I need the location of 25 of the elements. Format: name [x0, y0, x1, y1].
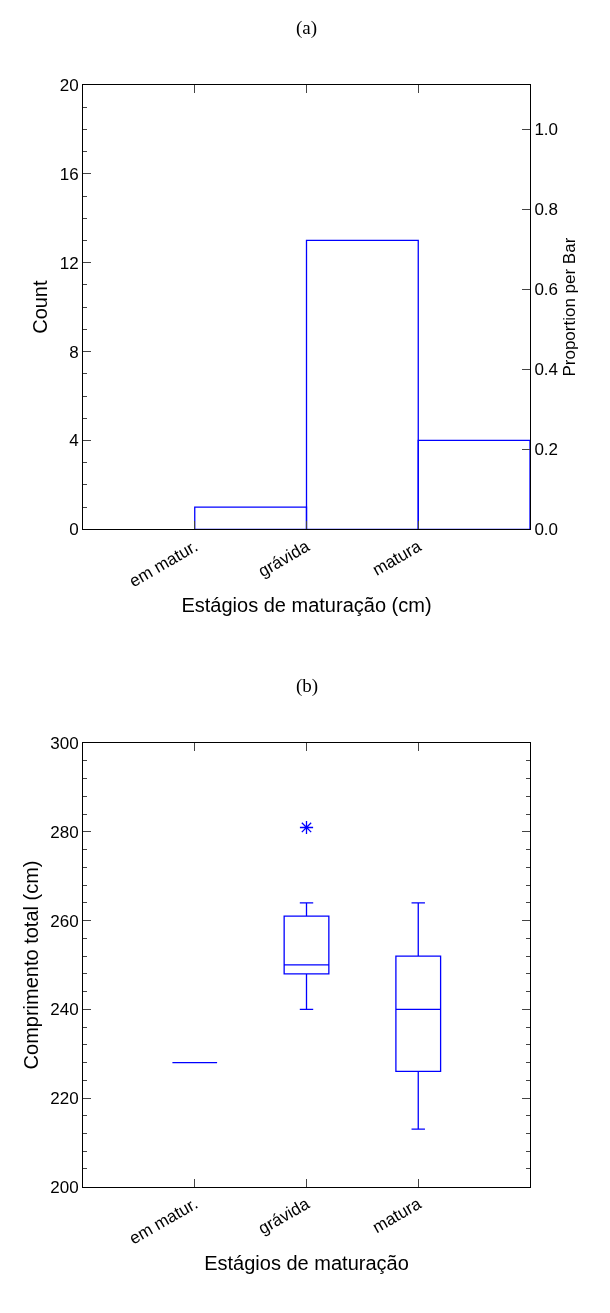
chart-title: (a): [296, 17, 318, 39]
y-tick-label: 4: [69, 431, 79, 451]
y-tick-label: 200: [50, 1177, 79, 1197]
y-tick-label: 240: [50, 1000, 79, 1020]
y-tick-label: 300: [50, 734, 79, 754]
x-axis-title: Estágios de maturação: [204, 1251, 409, 1274]
y-tick-label: 12: [59, 253, 79, 273]
x-axis-title: Estágios de maturação (cm): [181, 594, 432, 617]
y-tick-label: 280: [50, 822, 79, 842]
y-tick-label: 0: [69, 520, 79, 540]
y2-tick-label: 0.2: [534, 440, 559, 460]
y-tick-label: 220: [50, 1088, 79, 1108]
y-tick-label: 16: [59, 164, 79, 184]
y2-tick-label: 0.0: [534, 520, 559, 540]
y2-axis-title: Proportion per Bar: [560, 237, 580, 377]
y-axis-title: Comprimento total (cm): [19, 860, 42, 1070]
chart-title: (b): [296, 675, 319, 697]
y-tick-label: 20: [59, 75, 79, 95]
y2-tick-label: 0.6: [534, 280, 559, 300]
y-tick-label: 260: [50, 911, 79, 931]
y-axis-title: Count: [29, 280, 52, 334]
y2-tick-label: 0.4: [534, 360, 559, 380]
y2-tick-label: 0.8: [534, 200, 559, 220]
y-tick-label: 8: [69, 342, 79, 362]
y2-tick-label: 1.0: [534, 120, 559, 140]
